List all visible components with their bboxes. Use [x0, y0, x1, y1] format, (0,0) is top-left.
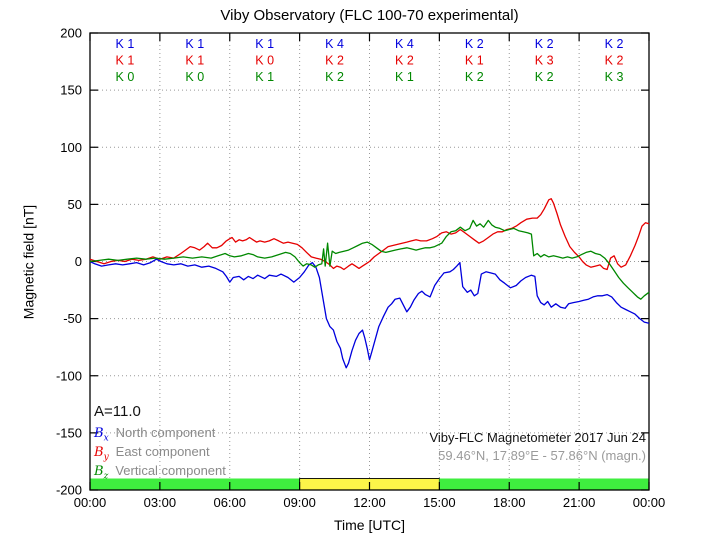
- series-bx-north-component: [89, 258, 650, 369]
- legend-item-east: By East component: [94, 442, 226, 463]
- k-index-value: K 1: [116, 54, 135, 68]
- k-index-value: K 1: [185, 54, 204, 68]
- x-tick-label: 21:00: [563, 495, 596, 510]
- legend-item-north: Bx North component: [94, 423, 226, 444]
- k-index-value: K 4: [395, 37, 414, 51]
- station-annotation-line1: Viby-FLC Magnetometer 2017 Jun 24: [429, 430, 646, 445]
- legend-item-vertical: Bz Vertical component: [94, 461, 226, 482]
- legend-label: Vertical component: [115, 463, 226, 478]
- series-bz-vertical-component: [89, 219, 650, 300]
- x-tick-label: 06:00: [213, 495, 246, 510]
- legend-label: East component: [115, 444, 210, 459]
- by-symbol: By: [94, 445, 109, 463]
- x-tick-label: 03:00: [144, 495, 177, 510]
- k-index-value: K 1: [185, 37, 204, 51]
- k-index-value: K 1: [395, 70, 414, 84]
- y-tick-label: -100: [56, 368, 82, 383]
- k-index-value: K 2: [605, 54, 624, 68]
- page-title: Viby Observatory (FLC 100-70 experimenta…: [220, 7, 519, 24]
- bx-symbol: Bx: [94, 426, 109, 444]
- k-index-value: K 2: [465, 70, 484, 84]
- y-tick-label: -150: [56, 425, 82, 440]
- k-index-value: K 2: [325, 54, 344, 68]
- k-index-value: K 1: [255, 70, 274, 84]
- y-tick-label: 200: [60, 26, 82, 41]
- legend: Bx North component By East component Bz Ver…: [94, 423, 226, 482]
- x-tick-label: 00:00: [74, 495, 107, 510]
- k-index-value: K 3: [535, 54, 554, 68]
- bz-symbol: Bz: [94, 464, 109, 482]
- a-index-value: A=11.0: [94, 403, 141, 420]
- x-tick-label: 00:00: [633, 495, 666, 510]
- station-annotation: Viby-FLC Magnetometer 2017 Jun 24 59.46°…: [429, 429, 646, 465]
- legend-label: North component: [115, 425, 216, 440]
- y-tick-label: 50: [68, 197, 82, 212]
- k-index-value: K 2: [325, 70, 344, 84]
- k-index-value: K 4: [325, 37, 344, 51]
- x-axis-label: Time [UTC]: [333, 517, 406, 533]
- k-index-value: K 2: [535, 70, 554, 84]
- k-index-value: K 2: [395, 54, 414, 68]
- x-tick-label: 09:00: [283, 495, 316, 510]
- k-index-value: K 0: [255, 54, 274, 68]
- k-index-value: K 1: [255, 37, 274, 51]
- k-index-value: K 0: [185, 70, 204, 84]
- activity-bar-segment: [90, 478, 300, 490]
- activity-bar-segment: [439, 478, 649, 490]
- y-tick-label: 0: [75, 254, 82, 269]
- y-tick-label: -50: [63, 311, 82, 326]
- k-index-value: K 3: [605, 70, 624, 84]
- k-index-value: K 2: [465, 37, 484, 51]
- x-tick-label: 15:00: [423, 495, 456, 510]
- x-tick-label: 18:00: [493, 495, 526, 510]
- k-index-value: K 0: [116, 70, 135, 84]
- y-tick-label: 150: [60, 83, 82, 98]
- y-tick-label: 100: [60, 140, 82, 155]
- k-index-value: K 2: [535, 37, 554, 51]
- k-index-value: K 1: [116, 37, 135, 51]
- y-tick-label: -200: [56, 483, 82, 498]
- k-index-value: K 1: [465, 54, 484, 68]
- x-tick-label: 12:00: [353, 495, 386, 510]
- k-index-value: K 2: [605, 37, 624, 51]
- y-axis-label: Magnetic field [nT]: [20, 204, 37, 320]
- station-coordinates: 59.46°N, 17.89°E - 57.86°N (magn.): [438, 448, 646, 463]
